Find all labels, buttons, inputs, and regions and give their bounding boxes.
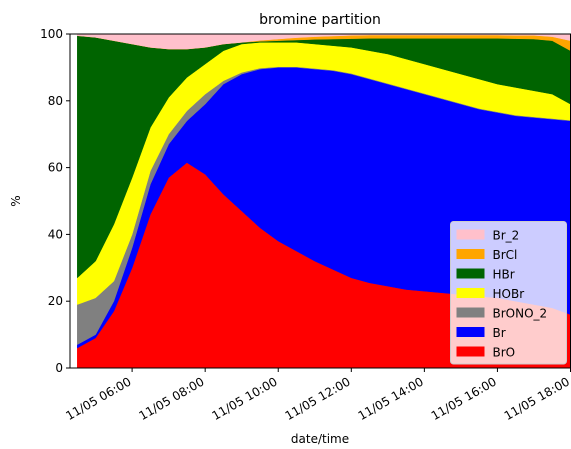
legend-swatch	[456, 268, 485, 279]
legend-swatch	[456, 249, 485, 259]
x-tick-label: 11/05 16:00	[429, 374, 499, 423]
x-tick-label: 11/05 18:00	[502, 374, 571, 423]
legend-swatch	[456, 229, 485, 240]
legend-label: HBr	[493, 268, 515, 282]
chart-title: bromine partition	[259, 12, 381, 28]
legend-swatch	[456, 307, 485, 318]
legend-swatch	[456, 327, 485, 337]
x-axis-label: date/time	[291, 432, 349, 446]
y-tick-label: 0	[55, 361, 63, 375]
x-tick-label: 11/05 12:00	[283, 374, 353, 423]
x-tick-label: 11/05 10:00	[210, 374, 280, 423]
y-tick-label: 20	[48, 294, 63, 308]
x-tick-label: 11/05 06:00	[63, 374, 133, 423]
legend-swatch	[456, 288, 485, 298]
legend-label: HOBr	[493, 287, 525, 301]
x-tick-label: 11/05 14:00	[356, 374, 426, 423]
legend-label: BrCl	[493, 248, 518, 262]
y-tick-label: 60	[48, 161, 63, 175]
legend-label: BrO	[493, 346, 516, 360]
legend-label: Br	[493, 326, 506, 340]
legend-label: Br_2	[493, 229, 520, 243]
y-axis-label: %	[9, 195, 23, 206]
x-tick-label: 11/05 08:00	[136, 374, 206, 423]
y-tick-label: 80	[48, 94, 63, 108]
y-tick-label: 40	[48, 227, 63, 241]
legend-label: BrONO_2	[493, 307, 548, 321]
y-tick-label: 100	[40, 27, 63, 41]
legend-swatch	[456, 346, 485, 357]
